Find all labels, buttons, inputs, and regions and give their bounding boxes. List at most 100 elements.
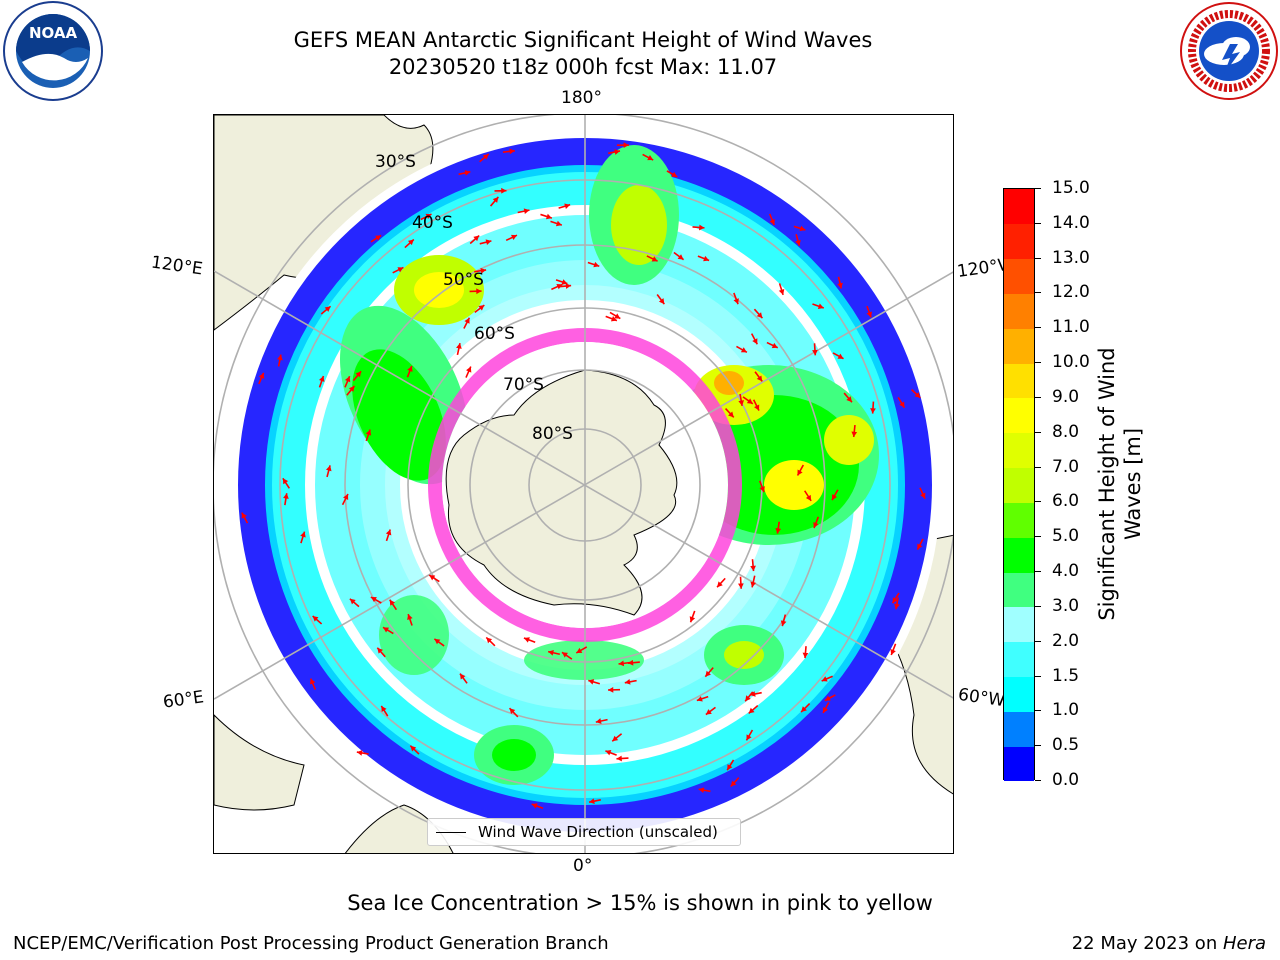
wave-arrow-head [717,581,723,588]
colorbar-segment [1004,189,1034,225]
map-legend: Wind Wave Direction (unscaled) [427,818,741,846]
wave-arrow-head [894,603,900,610]
wave-arrow-head [523,208,530,214]
colorbar-tick [1035,466,1041,468]
noaa-logo-icon: NOAA [3,1,103,101]
wave-arrow-head [727,764,733,771]
wave-arrow-head [612,735,619,742]
wave-arrow-head [696,696,703,702]
colorbar-segment [1004,641,1034,678]
colorbar-tick [1035,257,1041,259]
wave-arrow-head [745,695,751,702]
colorbar-segment [1004,223,1034,260]
wave-arrow-head [866,311,872,318]
wave-arrow-head [624,679,631,685]
wave-arrow-head [397,267,404,273]
wave-arrow-head [545,213,552,220]
wave-arrow-head [616,755,622,762]
wave-arrow-head [730,780,737,787]
colorbar-tick [1035,605,1041,607]
wave-arrow-head [480,267,487,274]
wave-arrow-head [595,718,602,724]
wave-arrow-head [799,225,806,232]
colorbar-tick-label: 7.0 [1052,456,1080,477]
colorbar-segment [1004,711,1034,747]
footer-date: 22 May 2023 on Hera [1072,933,1266,954]
wave-arrow-head [429,575,436,581]
colorbar-tick-label: 0.0 [1052,770,1080,790]
colorbar [1003,188,1035,782]
wave-arrow-head [460,673,466,680]
legend-label: Wind Wave Direction (unscaled) [478,823,718,841]
wave-arrow-head [614,149,620,155]
wave-arrow-head [795,239,801,246]
wave-arrow-head [870,408,876,414]
colorbar-tick-label: 14.0 [1052,212,1090,233]
wave-arrow-head [752,338,758,345]
wave-arrow-head [456,343,462,349]
wave-arrow-head [486,637,493,644]
lat-label-50s: 50°S [443,270,484,290]
wave-arrow-head [555,220,562,227]
colorbar-tick-label: 3.0 [1052,595,1080,616]
colorbar-tick [1035,396,1041,398]
colorbar-segment [1004,363,1034,399]
colorbar-tick-label: 1.5 [1052,665,1080,686]
wave-arrow-head [846,396,852,403]
colorbar-tick-label: 9.0 [1052,386,1080,407]
wave-arrow-head [383,627,390,633]
wave-arrow-head [509,148,515,155]
wave-arrow-head [434,638,441,645]
legend-line-icon [436,832,466,833]
colorbar-segment [1004,746,1034,782]
wave-arrow-head [824,695,831,701]
footer-credit: NCEP/EMC/Verification Post Processing Pr… [13,933,609,954]
nws-logo [1178,0,1280,102]
nws-logo-icon [1180,2,1278,100]
wave-arrow-head [759,486,765,493]
lon-label-120e: 120°E [149,252,204,280]
wave-arrow-head [749,691,756,697]
colorbar-title-line1: Significant Height of Wind [1095,347,1119,621]
lat-label-60s: 60°S [474,324,515,344]
lat-label-70s: 70°S [503,375,544,395]
footer-host: Hera [1222,933,1266,954]
colorbar-segment [1004,328,1034,364]
wave-arrow-head [627,659,634,666]
wave-arrow-head [355,371,362,378]
lon-label-60e: 60°E [161,687,206,713]
wave-arrow-head [548,649,554,656]
wave-arrow-head [899,401,905,408]
colorbar-tick-label: 5.0 [1052,526,1080,547]
colorbar-title-line2: Waves [m] [1121,427,1145,541]
colorbar-tick [1035,431,1041,433]
colorbar-tick [1035,222,1041,224]
colorbar-segment [1004,467,1034,503]
wave-arrow-head [733,298,739,305]
wave-arrow-head [343,494,349,501]
wave-arrow-head [501,187,507,194]
wave-arrow-head [565,283,572,289]
colorbar-segment [1004,432,1034,469]
colorbar-tick [1035,501,1041,503]
wave-arrow-head [813,522,819,529]
wave-arrow-head [389,599,396,606]
colorbar-segment [1004,293,1034,329]
wave-arrow-head [677,254,684,260]
colorbar-tick [1035,188,1041,189]
wave-arrow-head [608,686,614,693]
colorbar-tick [1035,571,1041,573]
land-antarctica [445,369,678,616]
wave-arrow-head [407,239,414,246]
graticule [214,115,953,853]
wave-arrow-head [476,288,482,295]
wave-arrow-head [832,494,838,501]
map-subtitle: 20230520 t18z 000h fcst Max: 11.07 [388,55,778,79]
colorbar-tick-label: 2.0 [1052,630,1080,651]
wave-arrow-head [754,404,760,411]
wave-arrow-head [310,678,316,685]
wave-arrow-head [473,235,480,242]
wave-arrow-head [377,647,383,654]
colorbar-tick-label: 8.0 [1052,421,1080,442]
colorbar-tick [1035,710,1041,712]
